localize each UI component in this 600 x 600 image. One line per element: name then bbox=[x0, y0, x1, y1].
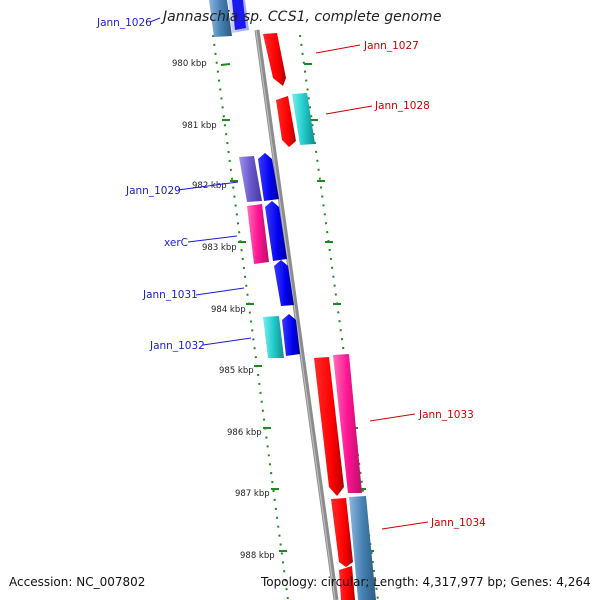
kbp-label: 981 kbp bbox=[182, 121, 217, 131]
gene-label-jann-1028[interactable]: Jann_1028 bbox=[374, 100, 430, 112]
gene-jann-1029-purple[interactable] bbox=[239, 156, 262, 202]
gene-label-jann-1033[interactable]: Jann_1033 bbox=[418, 409, 474, 421]
leader-lines bbox=[149, 17, 429, 530]
kbp-label: 985 kbp bbox=[219, 366, 254, 376]
genome-backbone bbox=[254, 29, 339, 600]
gene-jann-1031[interactable] bbox=[274, 260, 294, 306]
gene-label-jann-1029[interactable]: Jann_1029 bbox=[125, 185, 181, 197]
gene-jann-1030[interactable] bbox=[265, 201, 287, 261]
gene-jann-1032[interactable] bbox=[263, 316, 284, 358]
gene-label-jann-1034[interactable]: Jann_1034 bbox=[430, 517, 486, 529]
gene-label-jann-1026[interactable]: Jann_1026 bbox=[96, 17, 152, 29]
kbp-label: 988 kbp bbox=[240, 551, 275, 561]
gene-jann-1029[interactable] bbox=[258, 153, 279, 201]
gene-label-xerc[interactable]: xerC bbox=[164, 237, 188, 249]
genome-backbone-highlight bbox=[255, 29, 336, 600]
gene-jann-1026-outer[interactable] bbox=[209, 0, 232, 37]
gene-label-jann-1032[interactable]: Jann_1032 bbox=[149, 340, 205, 352]
gene-jann-1033-red[interactable] bbox=[314, 357, 344, 496]
left-kbp-ticks bbox=[220, 63, 287, 552]
kbp-label: 984 kbp bbox=[211, 305, 246, 315]
gene-xerc[interactable] bbox=[247, 204, 269, 264]
gene-jann-1027[interactable] bbox=[263, 33, 286, 86]
genome-title: Jannaschia sp. CCS1, complete genome bbox=[163, 9, 442, 25]
kbp-label-group: 980 kbp 981 kbp 982 kbp 983 kbp 984 kbp … bbox=[172, 59, 275, 561]
gene-jann-1028[interactable] bbox=[292, 93, 315, 145]
accession-info: Accession: NC_007802 bbox=[9, 575, 146, 589]
gene-bottom-red[interactable] bbox=[339, 566, 355, 600]
gene-jann-1033[interactable] bbox=[333, 354, 362, 493]
topology-info: Topology: circular; Length: 4,317,977 bp… bbox=[261, 575, 591, 589]
gene-label-jann-1031[interactable]: Jann_1031 bbox=[142, 289, 198, 301]
kbp-label: 987 kbp bbox=[235, 489, 270, 499]
gene-jann-1028-red[interactable] bbox=[276, 96, 296, 147]
gene-jann-1034-red[interactable] bbox=[331, 498, 353, 567]
kbp-label: 980 kbp bbox=[172, 59, 207, 69]
kbp-label: 983 kbp bbox=[202, 243, 237, 253]
gene-jann-1034[interactable] bbox=[349, 496, 376, 600]
gene-jann-1032-blue[interactable] bbox=[282, 314, 300, 356]
kbp-label: 986 kbp bbox=[227, 428, 262, 438]
gene-jann-1026-blue[interactable] bbox=[232, 0, 246, 30]
gene-label-jann-1027[interactable]: Jann_1027 bbox=[363, 40, 419, 52]
